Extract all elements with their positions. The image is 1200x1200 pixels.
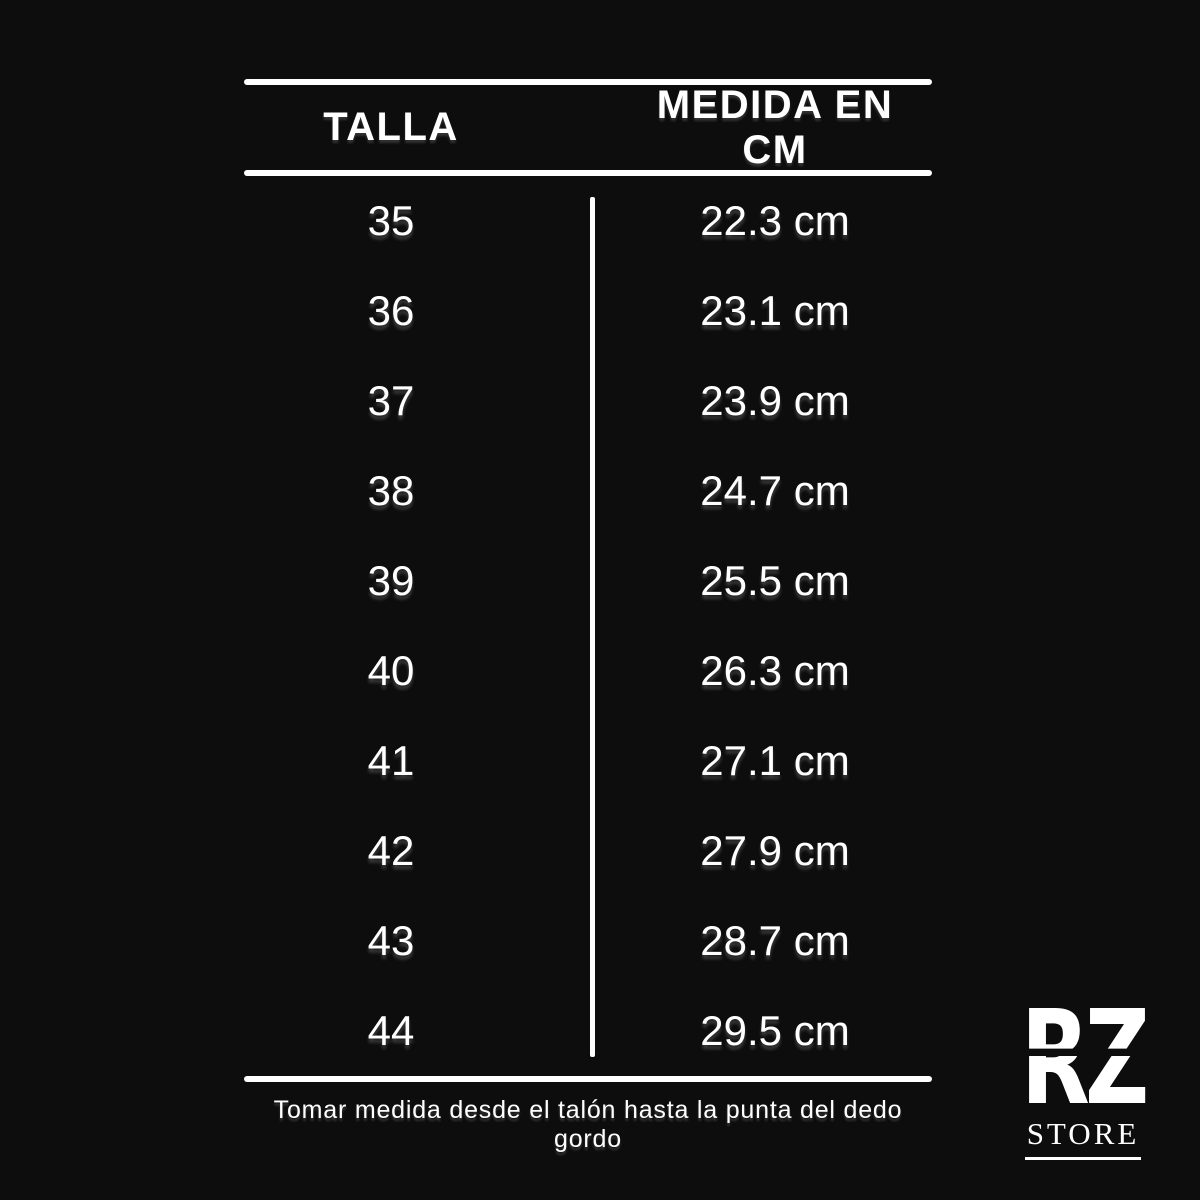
size-chart-table: TALLA MEDIDA EN CM 35 22.3 cm 36 23.1 cm… — [244, 79, 932, 1154]
measurement-value: 27.9 cm — [700, 827, 850, 874]
size-value: 39 — [367, 557, 415, 604]
table-row: 38 24.7 cm — [244, 446, 932, 536]
logo-monogram-bottom-slice: RZ — [1020, 1000, 1146, 1130]
measurement-column-header: MEDIDA EN CM — [656, 82, 894, 172]
size-value: 36 — [367, 287, 415, 334]
logo-monogram-top-slice: RZ — [1020, 987, 1146, 1117]
size-value: 42 — [367, 827, 415, 874]
table-row: 44 29.5 cm — [244, 986, 932, 1076]
table-row: 40 26.3 cm — [244, 626, 932, 716]
top-rule — [244, 79, 932, 85]
table-row: 39 25.5 cm — [244, 536, 932, 626]
table-header-row: TALLA MEDIDA EN CM — [244, 82, 932, 172]
size-value: 41 — [367, 737, 415, 784]
measurement-value: 22.3 cm — [700, 197, 850, 244]
logo-store-label: STORE — [1024, 1116, 1142, 1160]
size-value: 38 — [367, 467, 415, 514]
size-value: 44 — [367, 1007, 415, 1054]
size-value: 40 — [367, 647, 415, 694]
table-row: 43 28.7 cm — [244, 896, 932, 986]
table-body: 35 22.3 cm 36 23.1 cm 37 23.9 cm 38 24.7… — [244, 176, 932, 1076]
bottom-rule — [244, 1076, 932, 1082]
measurement-value: 25.5 cm — [700, 557, 850, 604]
size-value: 43 — [367, 917, 415, 964]
size-column-header: TALLA — [323, 105, 459, 149]
measurement-value: 23.9 cm — [700, 377, 850, 424]
logo-monogram: RZ RZ — [1020, 987, 1146, 1121]
table-row: 35 22.3 cm — [244, 176, 932, 266]
table-row: 41 27.1 cm — [244, 716, 932, 806]
measurement-value: 26.3 cm — [700, 647, 850, 694]
table-row: 36 23.1 cm — [244, 266, 932, 356]
column-divider — [590, 197, 595, 1057]
measurement-value: 28.7 cm — [700, 917, 850, 964]
measurement-value: 29.5 cm — [700, 1007, 850, 1054]
measurement-value: 23.1 cm — [700, 287, 850, 334]
size-value: 35 — [367, 197, 415, 244]
measurement-note: Tomar medida desde el talón hasta la pun… — [273, 1096, 903, 1153]
size-value: 37 — [367, 377, 415, 424]
measurement-value: 27.1 cm — [700, 737, 850, 784]
store-logo: RZ RZ STORE — [1020, 996, 1146, 1160]
measurement-value: 24.7 cm — [700, 467, 850, 514]
table-row: 42 27.9 cm — [244, 806, 932, 896]
table-row: 37 23.9 cm — [244, 356, 932, 446]
header-rule — [244, 170, 932, 176]
